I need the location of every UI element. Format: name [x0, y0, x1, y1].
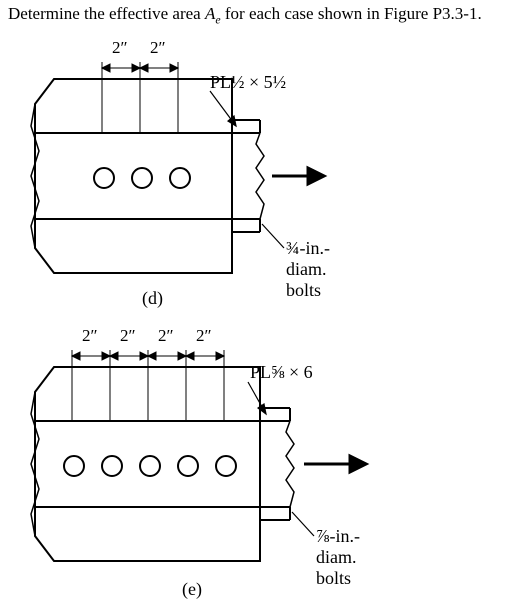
dim-e-4: 2″ [196, 326, 212, 346]
dim-d-1: 2″ [112, 38, 128, 58]
dim-e-3: 2″ [158, 326, 174, 346]
bolt-hole-icon [215, 455, 237, 477]
plate-callout-d: PL½ × 5½ [210, 72, 286, 93]
dim-e-2: 2″ [120, 326, 136, 346]
plate-callout-e: PL⅝ × 6 [250, 362, 313, 383]
bolt-callout-d: ¾-in.-diam. bolts [286, 238, 332, 301]
page: Determine the effective area Ae for each… [0, 0, 528, 608]
problem-statement: Determine the effective area Ae for each… [8, 4, 482, 27]
figure-d-label: (d) [142, 288, 163, 309]
bolt-hole-icon [63, 455, 85, 477]
stmt-prefix: Determine the effective area [8, 4, 205, 23]
bolt-hole-icon [169, 167, 191, 189]
bolt-hole-icon [93, 167, 115, 189]
dim-e-1: 2″ [82, 326, 98, 346]
stmt-suffix: for each case shown in Figure P3.3-1. [221, 4, 482, 23]
figure-d: 2″ 2″ PL½ × 5½ ¾-in.-diam. bolts (d) [32, 76, 332, 306]
bolt-callout-e: ⅞-in.-diam. bolts [316, 526, 372, 589]
bolt-hole-icon [177, 455, 199, 477]
figure-e: 2″ 2″ 2″ 2″ PL⅝ × 6 ⅞-in.-diam. bolts (e… [32, 364, 372, 594]
figure-e-label: (e) [182, 579, 202, 600]
stmt-symbol: A [205, 4, 215, 23]
bolt-hole-icon [101, 455, 123, 477]
dim-d-2: 2″ [150, 38, 166, 58]
bolt-hole-icon [131, 167, 153, 189]
bolt-hole-icon [139, 455, 161, 477]
